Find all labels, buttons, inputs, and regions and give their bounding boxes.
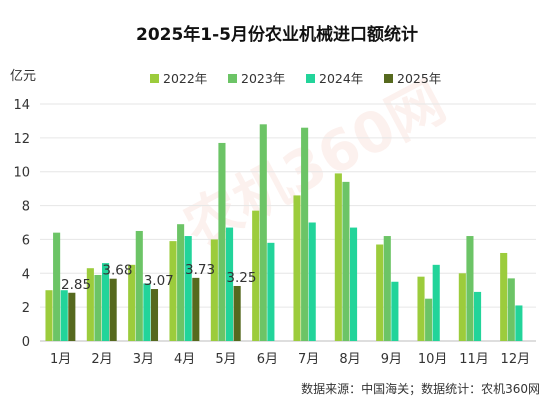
legend-label-1: 2023年: [241, 71, 285, 86]
legend-label-0: 2022年: [163, 71, 207, 86]
legend-swatch-2: [306, 74, 315, 83]
data-label: 3.68: [102, 263, 132, 279]
legend-swatch-1: [228, 74, 237, 83]
bar-2024年-7月: [308, 222, 316, 341]
x-tick-label: 7月: [298, 352, 319, 367]
y-tick-label: 12: [13, 132, 30, 147]
x-tick-label: 12月: [501, 352, 531, 367]
bar-2025年-1月: [68, 292, 76, 341]
bar-2023年-9月: [383, 236, 391, 341]
bar-2022年-6月: [252, 210, 260, 341]
legend-swatch-0: [150, 74, 159, 83]
bar-2022年-8月: [334, 173, 342, 341]
bar-2022年-9月: [376, 244, 384, 341]
y-tick-label: 8: [22, 200, 30, 215]
bar-2025年-3月: [150, 289, 159, 341]
bar-2025年-5月: [233, 285, 241, 341]
bar-2023年-2月: [94, 274, 102, 341]
bar-2024年-8月: [350, 227, 358, 341]
bar-2022年-11月: [458, 273, 466, 341]
bar-2022年-2月: [86, 268, 94, 341]
bar-2022年-1月: [45, 290, 53, 341]
bar-2024年-12月: [515, 305, 523, 341]
x-tick-label: 8月: [339, 352, 360, 367]
x-tick-label: 4月: [174, 352, 195, 367]
legend-label-3: 2025年: [397, 71, 441, 86]
bar-2023年-8月: [342, 181, 350, 341]
legend-swatch-3: [384, 74, 393, 83]
x-tick-label: 5月: [215, 352, 236, 367]
bar-2023年-6月: [259, 124, 267, 341]
bar-2022年-3月: [128, 264, 136, 341]
bar-2022年-5月: [210, 239, 218, 341]
data-label: 2.85: [61, 277, 91, 293]
chart-title: 2025年1-5月份农业机械进口额统计: [136, 24, 418, 45]
bar-2023年-10月: [425, 298, 433, 341]
y-tick-label: 4: [22, 267, 30, 282]
data-label: 3.73: [185, 262, 215, 278]
bar-2025年-4月: [192, 277, 200, 341]
y-tick-label: 2: [22, 301, 30, 316]
bar-2023年-7月: [301, 127, 309, 341]
x-tick-label: 10月: [418, 352, 448, 367]
bar-2023年-11月: [466, 236, 474, 341]
bar-2022年-12月: [500, 252, 508, 341]
bar-2022年-10月: [417, 276, 425, 341]
x-tick-label: 6月: [257, 352, 278, 367]
x-tick-label: 9月: [381, 352, 402, 367]
bar-2024年-6月: [267, 242, 275, 341]
bar-2024年-2月: [102, 263, 110, 341]
bar-2024年-11月: [474, 291, 482, 341]
data-label: 3.07: [144, 273, 174, 289]
source-note: 数据来源：中国海关；数据统计：农机360网: [301, 381, 540, 396]
bar-2023年-3月: [135, 230, 143, 341]
bar-2023年-4月: [177, 224, 185, 341]
bar-2023年-12月: [507, 278, 515, 341]
y-tick-label: 6: [22, 233, 30, 248]
bar-2024年-9月: [391, 281, 399, 341]
x-tick-label: 1月: [50, 352, 71, 367]
bar-2022年-4月: [169, 241, 177, 341]
bar-2023年-1月: [53, 232, 61, 341]
bar-2024年-10月: [432, 264, 440, 341]
bar-2023年-5月: [218, 142, 226, 341]
bar-2024年-5月: [226, 227, 234, 341]
bar-2022年-7月: [293, 195, 301, 341]
bar-2024年-3月: [143, 283, 151, 341]
bar-2024年-4月: [184, 236, 192, 341]
y-tick-label: 14: [13, 98, 30, 113]
bar-2025年-2月: [109, 278, 117, 341]
x-tick-label: 2月: [91, 352, 112, 367]
y-tick-label: 10: [13, 166, 30, 181]
x-tick-label: 11月: [459, 352, 489, 367]
y-tick-label: 0: [22, 335, 30, 350]
bar-2024年-1月: [60, 290, 68, 341]
y-axis-label: 亿元: [10, 69, 36, 84]
data-label: 3.25: [226, 270, 256, 286]
legend-label-2: 2024年: [319, 71, 363, 86]
x-tick-label: 3月: [133, 352, 154, 367]
